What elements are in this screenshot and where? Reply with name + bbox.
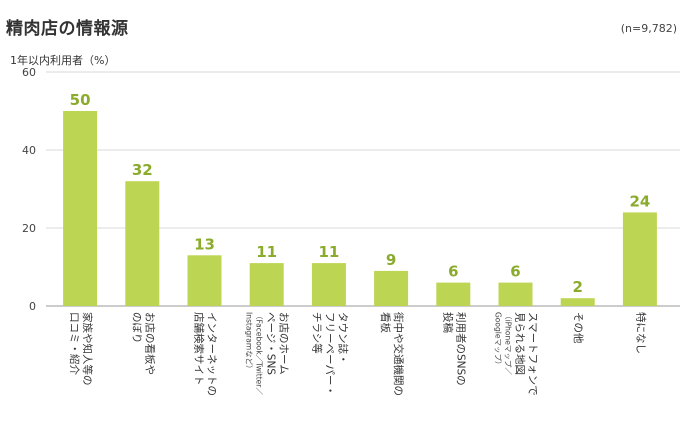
x-tick-label: 特になし	[634, 312, 646, 354]
x-tick-label-line: フリーペーパー・	[323, 312, 335, 396]
data-label: 32	[132, 161, 153, 179]
x-tick-label-note: Googleマップ）	[494, 312, 503, 368]
bar	[436, 282, 471, 306]
y-tick-label: 0	[29, 300, 36, 313]
data-label: 50	[70, 91, 91, 109]
sample-size-note: (n=9,782)	[620, 22, 677, 35]
y-tick-label: 40	[22, 144, 36, 157]
data-label: 13	[194, 235, 215, 253]
x-tick-label-line: 特になし	[634, 312, 646, 354]
x-tick-label-line: お店のホーム	[278, 312, 291, 375]
x-tick-label-note: Instagramなど）	[245, 312, 254, 373]
chart-title: 精肉店の情報源	[6, 19, 129, 39]
x-tick-label: お店のホームページ・SNS（Facebook／Twitter／Instagram…	[245, 312, 291, 395]
data-label: 9	[386, 251, 396, 269]
x-tick-label-note: （iPhoneマップ／	[504, 312, 513, 375]
x-tick-label-line: 見られる地図	[514, 312, 527, 375]
x-tick-label-line: お店の看板や	[143, 312, 156, 375]
bar	[187, 255, 222, 306]
x-tick-label-line: スマートフォンで	[527, 312, 539, 396]
bars: 50 32 13 11 11 9 6 6 2 24	[63, 91, 657, 306]
bar	[125, 181, 160, 306]
x-tick-label-line: ページ・SNS	[265, 312, 277, 375]
y-tick-label: 60	[22, 66, 36, 79]
x-tick-label-line: チラシ等	[310, 312, 323, 354]
x-tick-label-line: 店舗検索サイト	[193, 312, 206, 386]
bar	[560, 298, 595, 306]
x-tick-label: タウン誌・フリーペーパー・チラシ等	[310, 312, 349, 396]
bar	[374, 270, 409, 306]
data-label: 24	[629, 192, 650, 210]
bar	[311, 263, 346, 306]
x-tick-label-line: 利用者のSNSの	[454, 312, 466, 386]
data-label: 2	[572, 278, 582, 296]
y-tick-label: 20	[22, 222, 36, 235]
x-tick-label-note: （Facebook／Twitter／	[255, 312, 264, 395]
gridlines: 0 20 40 60	[22, 66, 680, 313]
y-axis-label: 1年以内利用者（%）	[10, 54, 116, 67]
bar	[249, 263, 284, 306]
x-tick-label-line: その他	[572, 312, 585, 344]
x-tick-label-line: のぼり	[130, 312, 142, 344]
data-label: 6	[510, 263, 520, 281]
bar	[622, 212, 657, 306]
x-tick-label: その他	[572, 312, 585, 344]
x-tick-label-line: 看板	[379, 312, 392, 333]
x-tick-label-line: インターネットの	[206, 312, 218, 396]
x-tick-label-line: 街中や交通機関の	[392, 312, 405, 396]
data-label: 6	[448, 263, 458, 281]
x-tick-label-line: 家族や知人等の	[81, 312, 94, 386]
x-tick-label-line: タウン誌・	[336, 312, 349, 365]
bar	[63, 111, 98, 306]
bar	[498, 282, 533, 306]
x-tick-label-line: 口コミ・紹介	[68, 312, 81, 375]
x-tick-label-line: 投稿	[441, 312, 454, 333]
data-label: 11	[256, 243, 277, 261]
data-label: 11	[318, 243, 339, 261]
